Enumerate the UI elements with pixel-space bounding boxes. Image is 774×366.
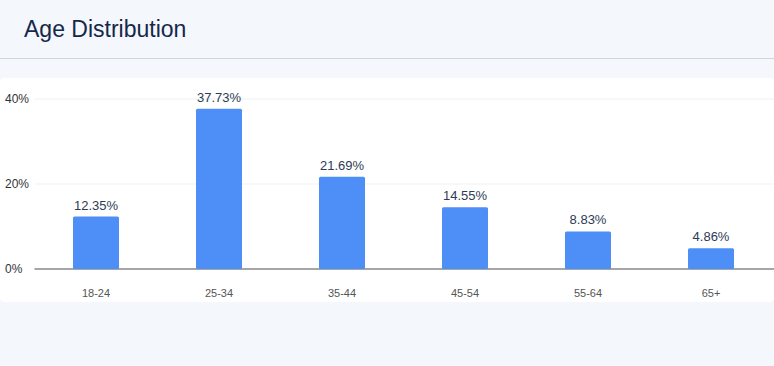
bar [442,207,488,269]
x-tick-label: 18-24 [82,287,110,299]
bar [688,248,734,269]
data-label: 37.73% [197,90,242,105]
data-label: 21.69% [320,158,365,173]
x-tick-label: 25-34 [205,287,233,299]
data-label: 8.83% [570,212,607,227]
header: Age Distribution [0,0,774,59]
bar [565,231,611,269]
data-label: 12.35% [74,198,119,213]
chart-svg: 0% 20% 40% 12.35% 37.73% 21.69% 14.55% 8.83% 4.8… [0,0,774,366]
y-tick-label: 40% [5,92,29,106]
bar [196,109,242,269]
x-tick-label: 45-54 [451,287,479,299]
bar [73,217,119,269]
bars [73,109,734,269]
y-tick-label: 0% [5,262,23,276]
x-tick-label: 65+ [702,287,721,299]
bar [319,177,365,269]
x-tick-label: 55-64 [574,287,602,299]
grid-line [35,184,774,185]
grid-line [35,269,774,270]
x-axis-line [35,269,774,270]
x-tick-label: 35-44 [328,287,356,299]
data-label: 14.55% [443,188,488,203]
chart-title: Age Distribution [24,16,186,43]
grid-line [35,99,774,100]
y-tick-label: 20% [5,177,29,191]
data-label: 4.86% [693,229,730,244]
